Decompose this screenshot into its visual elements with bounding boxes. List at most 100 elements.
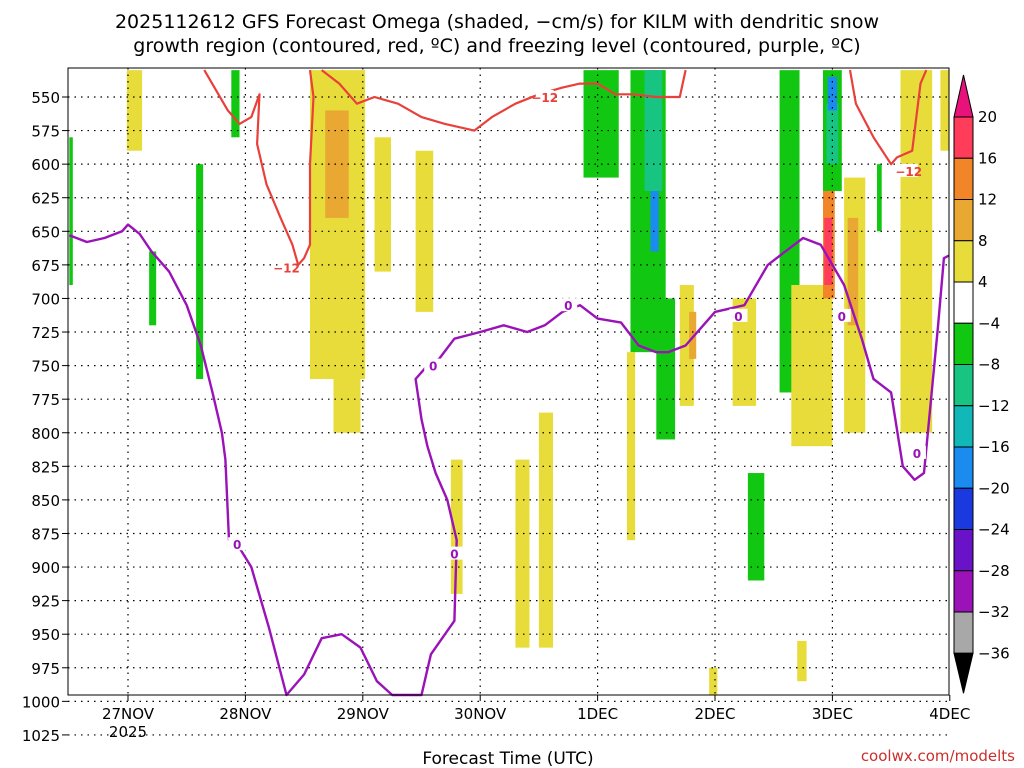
freezing-level-label-0: 0 [233, 538, 241, 552]
omega-patch-9 [149, 251, 157, 326]
freezing-level-label-4: 0 [734, 310, 742, 324]
y-tick-label-675: 675 [31, 257, 60, 275]
x-tick-label-27NOV: 27NOV [102, 705, 155, 723]
x-tick-label-28NOV: 28NOV [219, 705, 272, 723]
omega-patch-10 [196, 164, 204, 380]
omega-patch-4 [374, 137, 391, 272]
x-tick-label-2DEC: 2DEC [694, 705, 735, 723]
x-tick-label-30NOV: 30NOV [454, 705, 507, 723]
dgz-line-2 [848, 69, 928, 166]
dgz-label-0: −12 [273, 262, 300, 276]
omega-patch-32 [732, 298, 757, 406]
colorbar-bottom-arrow [953, 652, 974, 694]
omega-patch-0 [126, 70, 143, 151]
y-tick-label-900: 900 [31, 559, 60, 577]
plot-border [67, 67, 950, 696]
y-tick-label-625: 625 [31, 190, 60, 208]
freezing-level-label-5: 0 [838, 310, 846, 324]
y-tick-label-950: 950 [31, 626, 60, 644]
y-tick-label-875: 875 [31, 525, 60, 543]
omega-patch-5 [415, 150, 434, 312]
omega-patch-11 [231, 70, 240, 138]
freezing-level-label-6-bg [907, 445, 926, 459]
freezing-level-label-1-bg [424, 358, 443, 372]
grid-lines [68, 68, 949, 736]
x-tick-label-4DEC: 4DEC [929, 705, 970, 723]
y-axis: 550 575 600 625 650 675 700 725 750 775 800 825 850 8… [22, 89, 68, 745]
omega-patch-21 [827, 76, 838, 111]
dendritic-growth-contour: −12 −12 −12 [203, 69, 928, 276]
omega-patch-16 [656, 298, 676, 440]
freezing-level-label-2: 0 [450, 548, 458, 562]
x-tick-label-3DEC: 3DEC [812, 705, 853, 723]
colorbar-label-11: −28 [978, 562, 1010, 580]
omega-patch-17 [747, 473, 765, 581]
y-tick-label-825: 825 [31, 458, 60, 476]
omega-patch-22 [877, 164, 882, 232]
colorbar-label-8: −16 [978, 438, 1010, 456]
colorbar-band-5 [953, 322, 974, 365]
colorbar-label-4: 4 [978, 273, 988, 291]
omega-patch-6 [538, 412, 553, 648]
colorbar-band-0 [953, 116, 974, 159]
colorbar-label-6: −8 [978, 356, 1000, 374]
y-tick-label-1000: 1000 [22, 693, 60, 711]
colorbar-band-11 [953, 570, 974, 613]
chart-title-line-1: 2025112612 GFS Forecast Omega (shaded, −… [115, 11, 879, 33]
colorbar-band-10 [953, 529, 974, 572]
x-tick-sublabel-27NOV: 2025 [109, 723, 147, 741]
dgz-line-0 [203, 69, 315, 266]
y-tick-label-775: 775 [31, 391, 60, 409]
y-tick-label-750: 750 [31, 358, 60, 376]
omega-patch-3 [325, 110, 349, 218]
chart-title-line-2: growth region (contoured, red, ºC) and f… [133, 35, 860, 57]
colorbar-band-4 [953, 281, 974, 324]
omega-patch-25 [824, 217, 833, 286]
colorbar-label-12: −32 [978, 603, 1010, 621]
freezing-level-label-0-bg [228, 537, 247, 551]
dgz-label-1-bg [535, 90, 554, 103]
omega-patch-31 [689, 311, 697, 359]
colorbar-label-1: 16 [978, 149, 997, 167]
freezing-level-label-1: 0 [429, 360, 437, 374]
dgz-line-1 [321, 69, 687, 132]
omega-patch-15 [650, 191, 659, 252]
freezing-level-contour: 0 0 0 0 0 0 0 [68, 223, 950, 697]
y-tick-label-550: 550 [31, 89, 60, 107]
omega-patch-12 [583, 70, 619, 178]
y-tick-label-575: 575 [31, 123, 60, 141]
dgz-label-2-bg [899, 163, 918, 177]
freezing-level-label-6: 0 [913, 447, 921, 461]
dgz-label-0-bg [277, 260, 296, 274]
omega-patch-2 [333, 379, 361, 433]
colorbar-label-10: −24 [978, 521, 1010, 539]
colorbar-band-3 [953, 240, 974, 283]
freezing-level-label-2-bg [445, 546, 464, 560]
x-tick-label-1DEC: 1DEC [577, 705, 618, 723]
colorbar-band-7 [953, 405, 974, 448]
omega-patch-29 [940, 70, 949, 151]
dgz-label-1: −12 [531, 91, 558, 105]
colorbar-top-arrow [953, 74, 974, 118]
colorbar-label-9: −20 [978, 479, 1010, 497]
colorbar-label-2: 12 [978, 191, 997, 209]
freezing-level-label-3-bg [559, 298, 578, 312]
freezing-level-label-3: 0 [564, 299, 572, 313]
y-tick-label-725: 725 [31, 324, 60, 342]
x-tick-label-29NOV: 29NOV [337, 705, 390, 723]
colorbar-label-3: 8 [978, 232, 988, 250]
freezing-level-line [68, 223, 950, 697]
omega-patch-35 [709, 667, 718, 695]
colorbar: 20 16 12 8 4 −4 −8 −12 −16 −20 −24 −28 −32 −36 [953, 74, 1010, 694]
omega-patch-27 [847, 217, 859, 326]
y-tick-label-975: 975 [31, 660, 60, 678]
omega-patch-8 [69, 137, 73, 286]
y-tick-label-1025: 1025 [22, 727, 60, 745]
y-tick-label-700: 700 [31, 290, 60, 308]
y-tick-label-850: 850 [31, 492, 60, 510]
y-tick-label-650: 650 [31, 223, 60, 241]
y-tick-label-925: 925 [31, 593, 60, 611]
plot-area: 0 0 0 0 0 0 0 −12 −12 −12 [67, 67, 950, 736]
